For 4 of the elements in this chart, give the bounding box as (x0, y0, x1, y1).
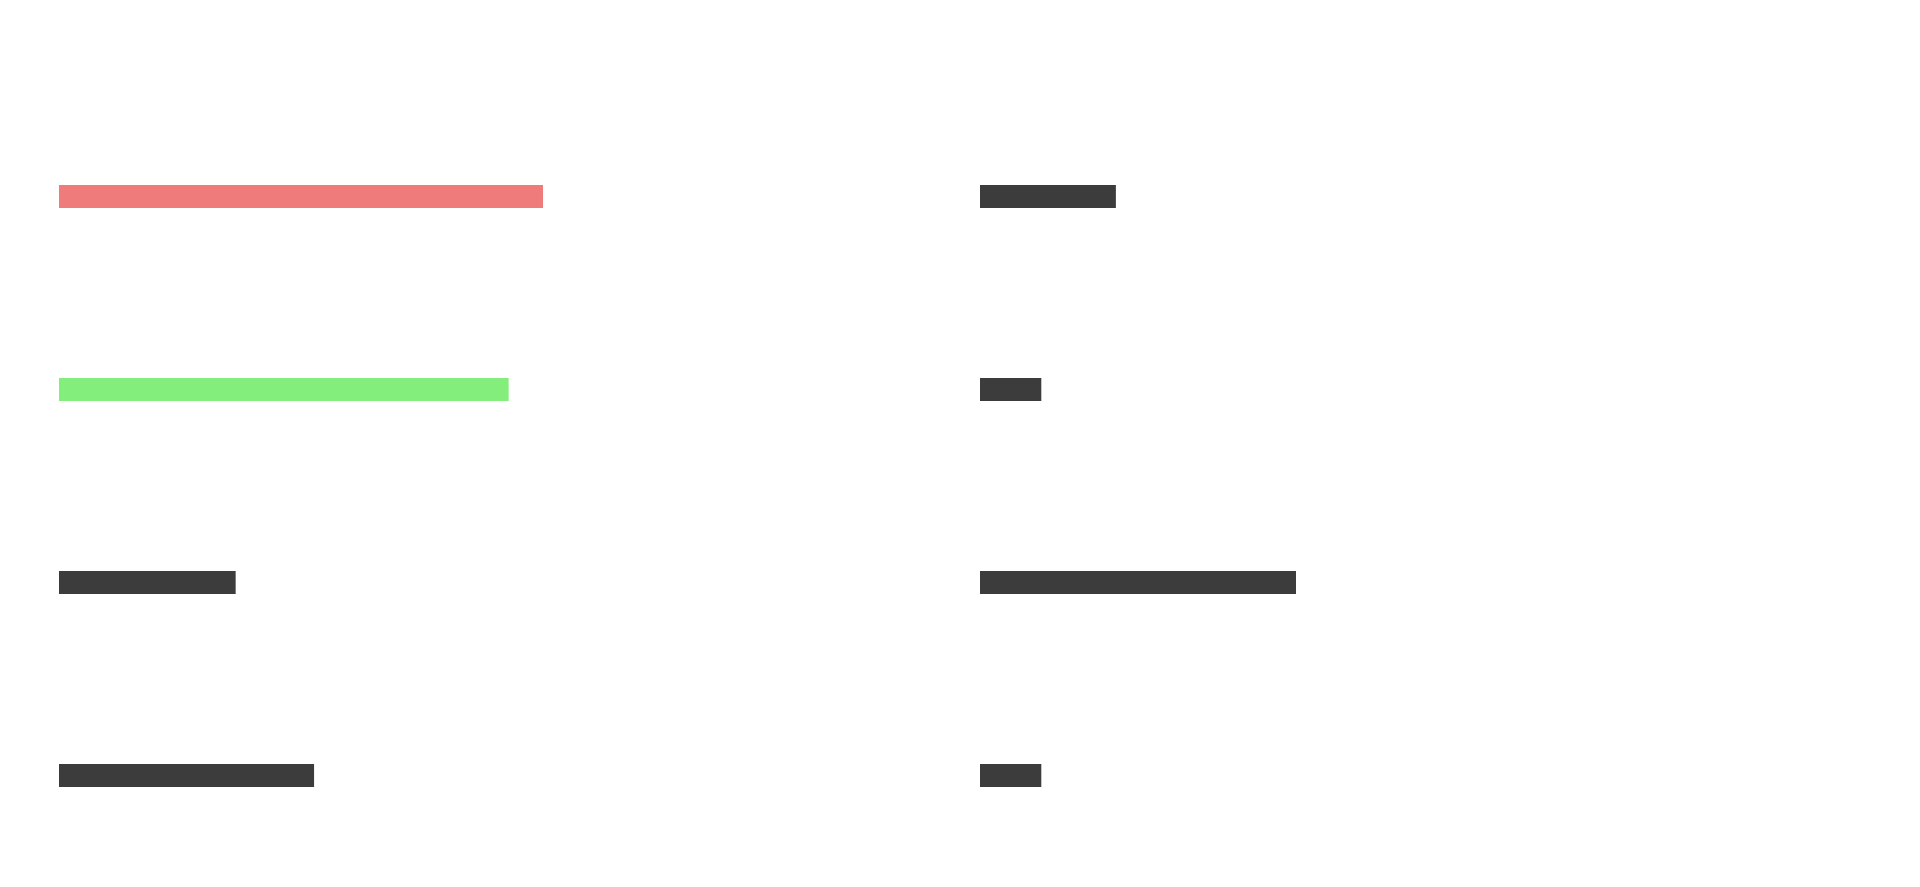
bar (59, 571, 236, 594)
bar (59, 185, 543, 208)
bar (59, 378, 509, 401)
bar (59, 764, 315, 787)
